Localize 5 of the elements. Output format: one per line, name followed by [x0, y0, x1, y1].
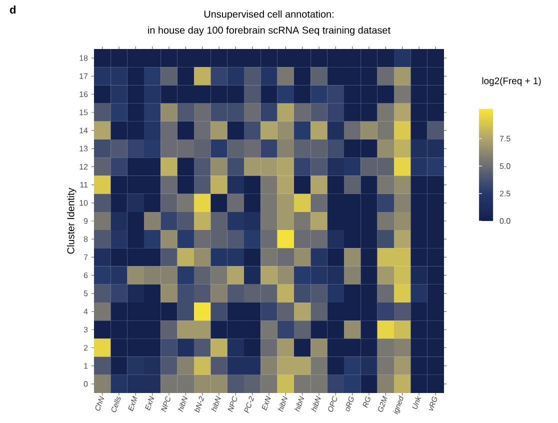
chart-subtitle: in house day 100 forebrain scRNA Seq training dataset — [148, 26, 390, 36]
chart-title: Unsupervised cell annotation: — [204, 10, 334, 20]
text: d — [10, 6, 16, 14]
color-bar-title: log2(Freq + 1) — [482, 77, 541, 86]
y-axis-title: Cluster Identity — [66, 188, 76, 254]
